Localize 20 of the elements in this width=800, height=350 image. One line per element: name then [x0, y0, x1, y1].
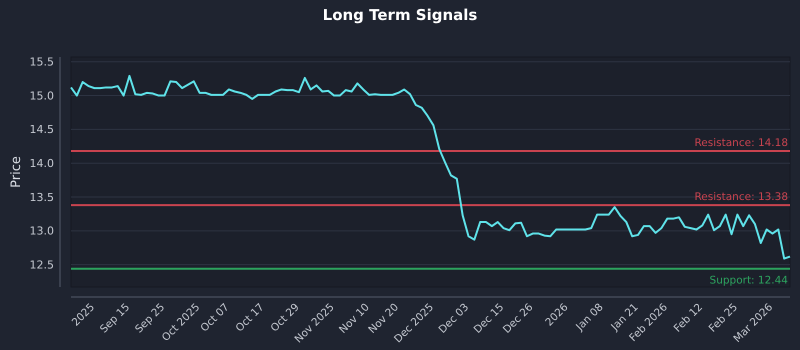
- x-tick-label: Dec 03: [436, 301, 472, 336]
- line-series: [70, 74, 791, 260]
- x-tick-label: Sep 15: [98, 301, 132, 336]
- y-axis-title: Price: [9, 156, 24, 188]
- y-tick-label: 13.5: [30, 190, 54, 204]
- y-tick-label: 13.0: [30, 224, 54, 238]
- ref-line-label: Resistance: 13.38: [694, 191, 788, 204]
- x-tick-label: Oct 17: [233, 301, 267, 334]
- ref-line-label: Support: 12.44: [710, 274, 788, 287]
- x-tick-label: Oct 29: [268, 301, 302, 334]
- x-tick-label: Jan 08: [573, 301, 606, 334]
- x-tick-label: Oct 07: [198, 301, 232, 334]
- ref-line-label: Resistance: 14.18: [694, 137, 788, 150]
- y-tick-label: 14.5: [30, 123, 54, 136]
- y-tick-label: 15.0: [30, 89, 54, 102]
- y-tick-label: 12.5: [30, 258, 54, 272]
- x-tick-label: Feb 12: [672, 301, 706, 335]
- y-tick-label: 14.0: [30, 157, 54, 170]
- y-tick-label: 15.5: [30, 56, 54, 69]
- chart-title: Long Term Signals: [322, 6, 478, 24]
